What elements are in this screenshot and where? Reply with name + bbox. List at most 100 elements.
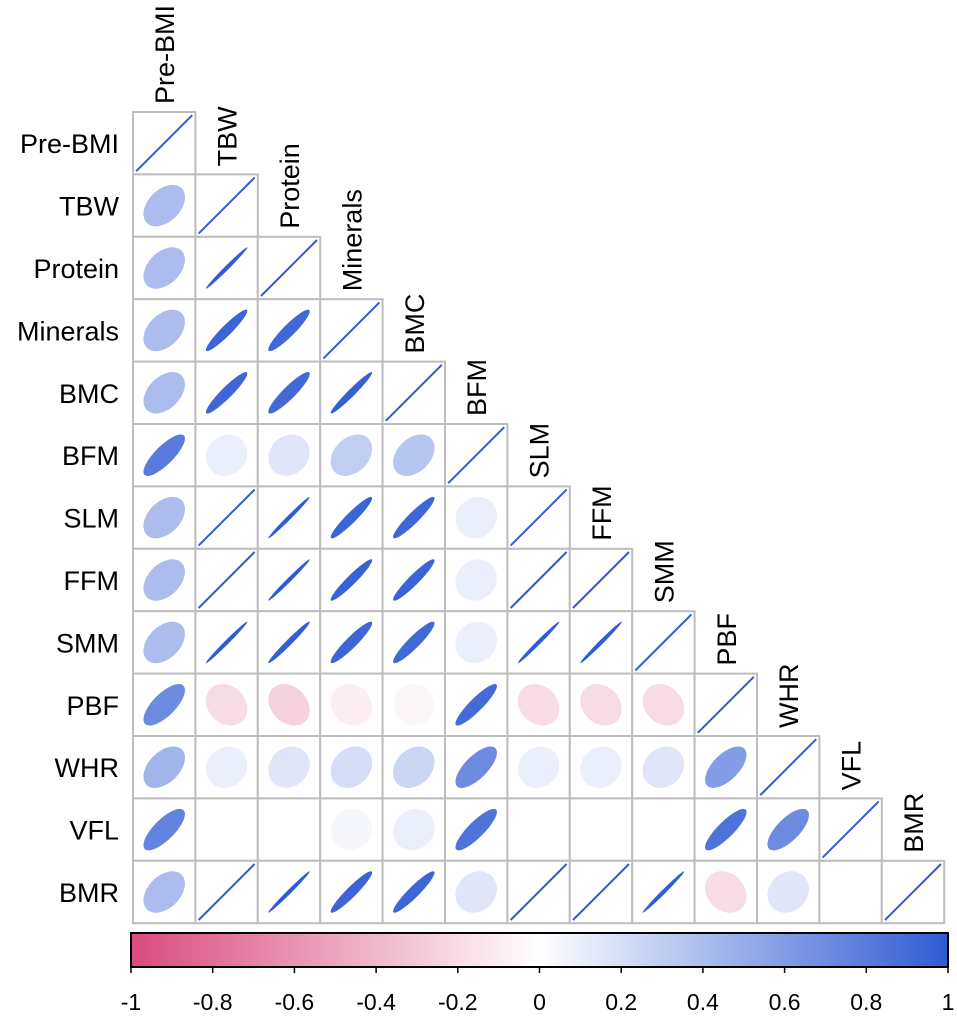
ellipse-bmc-pre-bmi: [143, 372, 185, 414]
ellipse-minerals-pre-bmi: [143, 309, 185, 352]
ellipse-whr-protein: [268, 746, 310, 788]
ellipse-bmr-pbf: [705, 871, 747, 913]
colorbar-gradient: [130, 932, 949, 968]
ellipse-bfm-bmc: [393, 434, 435, 476]
colorbar-tick-label: -0.6: [275, 989, 315, 1015]
ellipse-whr-tbw: [205, 746, 248, 788]
column-label-protein: Protein: [275, 143, 305, 229]
ellipse-slm-slm: [509, 488, 568, 547]
ellipse-whr-whr: [759, 738, 817, 796]
ellipse-pbf-bmc: [393, 684, 435, 726]
column-label-whr: WHR: [774, 664, 804, 728]
ellipse-bmr-slm: [509, 863, 568, 921]
ellipse-smm-bmc: [393, 621, 435, 664]
ellipse-ffm-minerals: [330, 559, 373, 601]
ellipse-slm-protein: [268, 496, 310, 539]
ellipse-vfl-minerals: [330, 808, 373, 851]
row-label-minerals: Minerals: [17, 316, 119, 346]
ellipse-bmc-tbw: [205, 372, 248, 414]
ellipse-whr-smm: [642, 746, 685, 788]
ellipse-minerals-minerals: [322, 301, 381, 360]
ellipse-pbf-tbw: [205, 684, 248, 726]
ellipse-pre-bmi-pre-bmi: [135, 114, 193, 172]
ellipse-slm-pre-bmi: [143, 496, 185, 539]
ellipse-bmr-protein: [268, 871, 310, 913]
row-label-ffm: FFM: [64, 566, 119, 596]
ellipse-whr-bmc: [393, 746, 435, 788]
colorbar-tick-label: 0.8: [850, 989, 882, 1015]
ellipse-bfm-minerals: [330, 434, 373, 476]
ellipse-pbf-minerals: [330, 684, 373, 726]
colorbar-tick-label: 0: [533, 989, 546, 1015]
ellipse-pbf-protein: [268, 684, 310, 726]
ellipse-vfl-pbf: [705, 808, 747, 851]
colorbar: -1 -0.8 -0.6 -0.4 -0.2 0 0.2 0.4 0.6 0.8 1: [121, 932, 954, 1015]
ellipse-bfm-pre-bmi: [143, 434, 185, 476]
row-label-vfl: VFL: [69, 816, 119, 846]
column-label-pbf: PBF: [712, 613, 742, 666]
cell-bmr-minerals: [319, 859, 384, 925]
ellipse-ffm-protein: [268, 559, 310, 601]
ellipse-vfl-slm: [517, 808, 560, 851]
ellipse-bmr-bmc: [393, 871, 435, 913]
row-label-smm: SMM: [56, 628, 119, 658]
ellipse-pbf-pre-bmi: [143, 684, 185, 726]
ellipse-vfl-bfm: [455, 808, 497, 851]
ellipse-bmr-tbw: [197, 863, 256, 921]
ellipse-ffm-tbw: [197, 551, 256, 609]
ellipse-protein-tbw: [205, 247, 248, 289]
ellipse-bmr-ffm: [572, 863, 630, 921]
ellipse-ffm-ffm: [572, 551, 630, 609]
ellipse-smm-tbw: [205, 621, 248, 664]
ellipse-bmc-protein: [268, 372, 310, 414]
ellipse-bmr-whr: [767, 871, 809, 913]
ellipse-pbf-smm: [642, 684, 685, 726]
ellipse-bfm-bfm: [447, 426, 505, 484]
row-label-bfm: BFM: [62, 441, 119, 471]
ellipse-minerals-protein: [268, 309, 310, 352]
ellipse-bmr-bmr: [884, 863, 942, 921]
colorbar-tick-label: -0.8: [193, 989, 233, 1015]
colorbar-tick-label: 0.6: [769, 989, 801, 1015]
colorbar-tick-label: -0.4: [356, 989, 396, 1015]
ellipse-vfl-tbw: [205, 808, 248, 851]
ellipse-smm-bfm: [455, 621, 497, 664]
ellipse-whr-ffm: [580, 746, 622, 788]
column-label-bmr: BMR: [899, 793, 929, 853]
ellipse-pbf-pbf: [697, 676, 755, 734]
column-label-bmc: BMC: [400, 294, 430, 354]
row-label-pbf: PBF: [66, 691, 119, 721]
ellipse-pbf-slm: [517, 684, 560, 726]
ellipse-vfl-vfl: [821, 800, 880, 859]
ellipse-protein-protein: [260, 239, 318, 297]
ellipse-bmr-vfl: [829, 871, 872, 913]
ellipse-smm-protein: [268, 621, 310, 664]
row-label-pre-bmi: Pre-BMI: [20, 129, 119, 159]
column-label-bfm: BFM: [462, 359, 492, 416]
row-label-protein: Protein: [33, 254, 119, 284]
ellipse-vfl-protein: [268, 808, 310, 851]
column-label-pre-bmi: Pre-BMI: [150, 5, 180, 104]
row-label-bmr: BMR: [59, 878, 119, 908]
ellipse-smm-smm: [634, 613, 693, 672]
ellipse-smm-slm: [517, 621, 560, 664]
ellipse-vfl-bmc: [393, 808, 435, 851]
column-label-minerals: Minerals: [337, 189, 367, 291]
colorbar-tick-label: 0.4: [687, 989, 719, 1015]
column-label-smm: SMM: [649, 540, 679, 603]
ellipse-ffm-slm: [509, 551, 568, 609]
ellipse-bmr-minerals: [330, 871, 373, 913]
column-label-ffm: FFM: [587, 485, 617, 540]
ellipse-whr-slm: [517, 746, 560, 788]
ellipse-whr-pre-bmi: [143, 746, 185, 788]
column-label-vfl: VFL: [837, 741, 867, 791]
ellipse-whr-bfm: [455, 746, 497, 788]
ellipse-ffm-bfm: [455, 559, 497, 601]
ellipse-smm-pre-bmi: [143, 621, 185, 664]
ellipse-tbw-pre-bmi: [143, 184, 185, 227]
ellipse-bmr-smm: [642, 871, 685, 913]
ellipse-bfm-protein: [268, 434, 310, 476]
ellipse-whr-pbf: [705, 746, 747, 788]
ellipse-ffm-pre-bmi: [143, 559, 185, 601]
